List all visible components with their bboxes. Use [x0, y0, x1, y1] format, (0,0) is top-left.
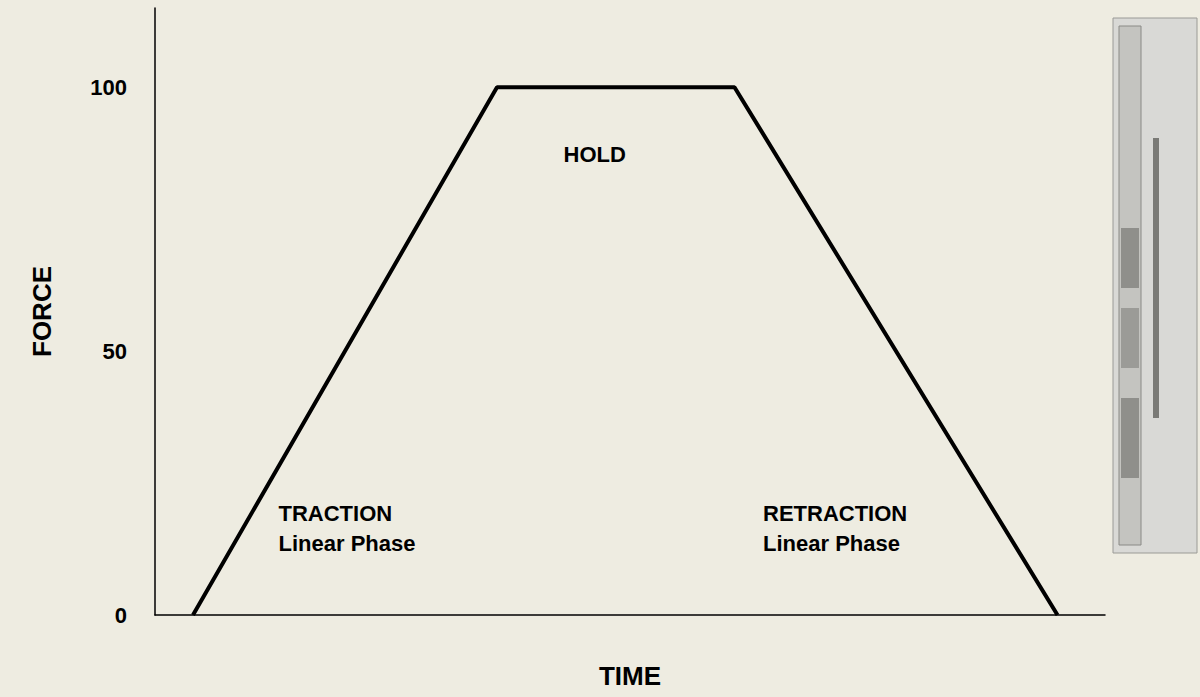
svg-text:Linear Phase: Linear Phase	[763, 531, 900, 556]
svg-text:0: 0	[115, 603, 127, 628]
svg-text:Linear Phase: Linear Phase	[279, 531, 416, 556]
svg-text:TIME: TIME	[599, 661, 661, 691]
svg-text:TRACTION: TRACTION	[279, 501, 393, 526]
svg-text:HOLD: HOLD	[564, 142, 626, 167]
svg-text:100: 100	[90, 75, 127, 100]
svg-text:FORCE: FORCE	[27, 266, 57, 357]
svg-text:RETRACTION: RETRACTION	[763, 501, 907, 526]
svg-text:50: 50	[103, 339, 127, 364]
